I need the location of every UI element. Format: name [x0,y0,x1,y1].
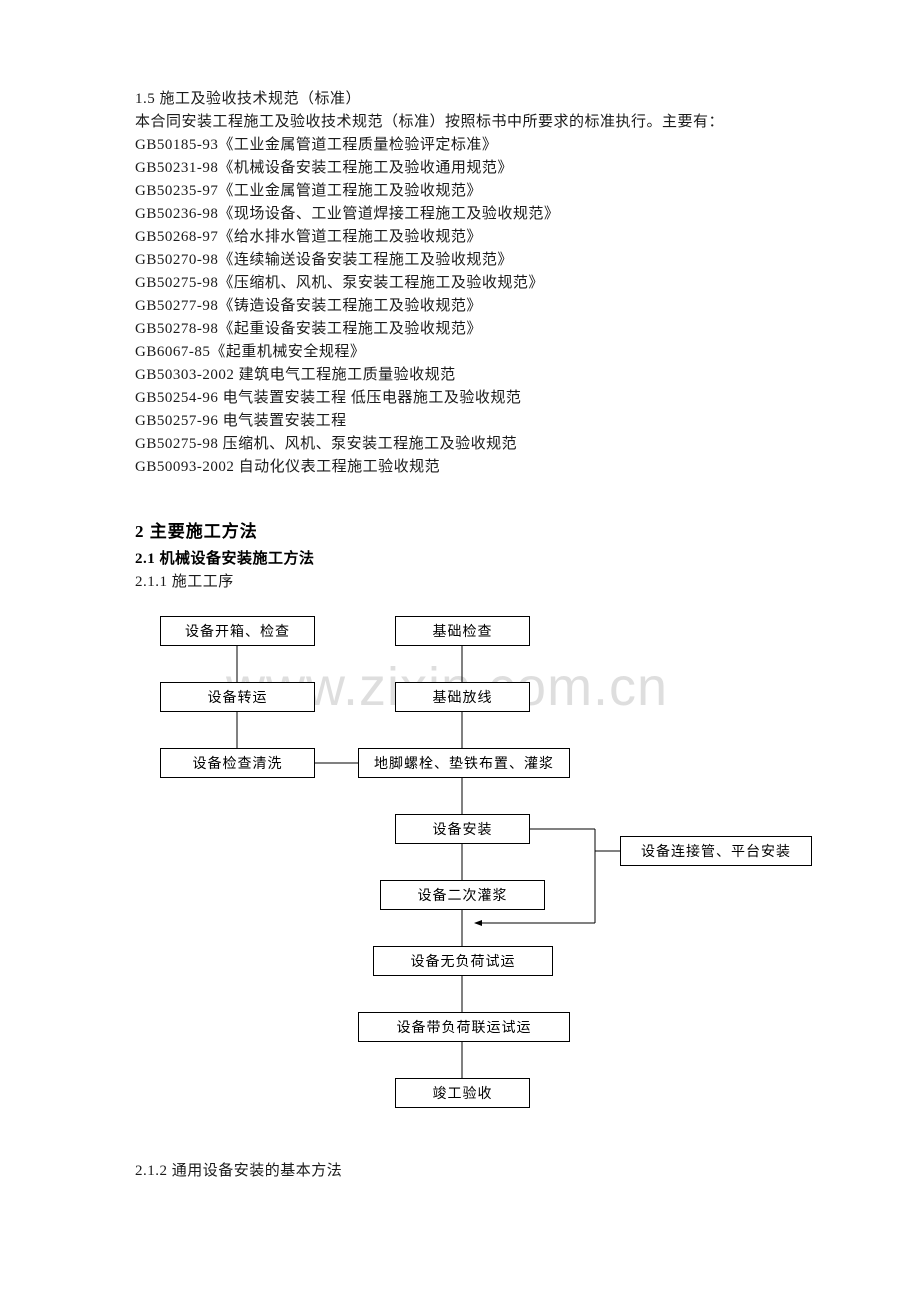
document-content: 1.5 施工及验收技术规范（标准） 本合同安装工程施工及验收技术规范（标准）按照… [135,88,795,1183]
standard-line: GB50277-98《铸造设备安装工程施工及验收规范》 [135,295,795,318]
standard-line: GB6067-85《起重机械安全规程》 [135,341,795,364]
standard-line: GB50093-2002 自动化仪表工程施工验收规范 [135,456,795,479]
standard-line: GB50235-97《工业金属管道工程施工及验收规范》 [135,180,795,203]
standard-line: GB50275-98 压缩机、风机、泵安装工程施工及验收规范 [135,433,795,456]
flowchart-node: 设备带负荷联运试运 [358,1012,570,1042]
section-2-1-1-heading: 2.1.1 施工工序 [135,571,795,594]
standard-line: GB50254-96 电气装置安装工程 低压电器施工及验收规范 [135,387,795,410]
flowchart-node: 设备检查清洗 [160,748,315,778]
standard-line: GB50270-98《连续输送设备安装工程施工及验收规范》 [135,249,795,272]
section-2-heading: 2 主要施工方法 [135,517,795,542]
flowchart-node: 基础放线 [395,682,530,712]
standard-line: GB50185-93《工业金属管道工程质量检验评定标准》 [135,134,795,157]
construction-flowchart: 设备开箱、检查 基础检查设备转运 基础放线设备检查清洗 地脚螺栓、垫铁布置、灌浆设备安… [140,604,840,1124]
flowchart-node: 基础检查 [395,616,530,646]
flowchart-node: 设备连接管、平台安装 [620,836,812,866]
standard-line: GB50231-98《机械设备安装工程施工及验收通用规范》 [135,157,795,180]
section-1-5-title: 1.5 施工及验收技术规范（标准） [135,88,795,111]
flowchart-node: 地脚螺栓、垫铁布置、灌浆 [358,748,570,778]
standard-line: GB50257-96 电气装置安装工程 [135,410,795,433]
section-2-1-heading: 2.1 机械设备安装施工方法 [135,548,795,571]
flowchart-node: 设备开箱、检查 [160,616,315,646]
standard-line: GB50303-2002 建筑电气工程施工质量验收规范 [135,364,795,387]
standard-line: GB50236-98《现场设备、工业管道焊接工程施工及验收规范》 [135,203,795,226]
intro-lead: 本合同安装工程施工及验收技术规范（标准）按照标书中所要求的标准执行。主要有： [135,111,795,134]
flowchart-node: 设备转运 [160,682,315,712]
section-2-1-2-heading: 2.1.2 通用设备安装的基本方法 [135,1160,795,1183]
standard-line: GB50268-97《给水排水管道工程施工及验收规范》 [135,226,795,249]
flowchart-node: 竣工验收 [395,1078,530,1108]
flowchart-node: 设备二次灌浆 [380,880,545,910]
flowchart-node: 设备安装 [395,814,530,844]
flowchart-node: 设备无负荷试运 [373,946,553,976]
standard-line: GB50275-98《压缩机、风机、泵安装工程施工及验收规范》 [135,272,795,295]
standard-line: GB50278-98《起重设备安装工程施工及验收规范》 [135,318,795,341]
